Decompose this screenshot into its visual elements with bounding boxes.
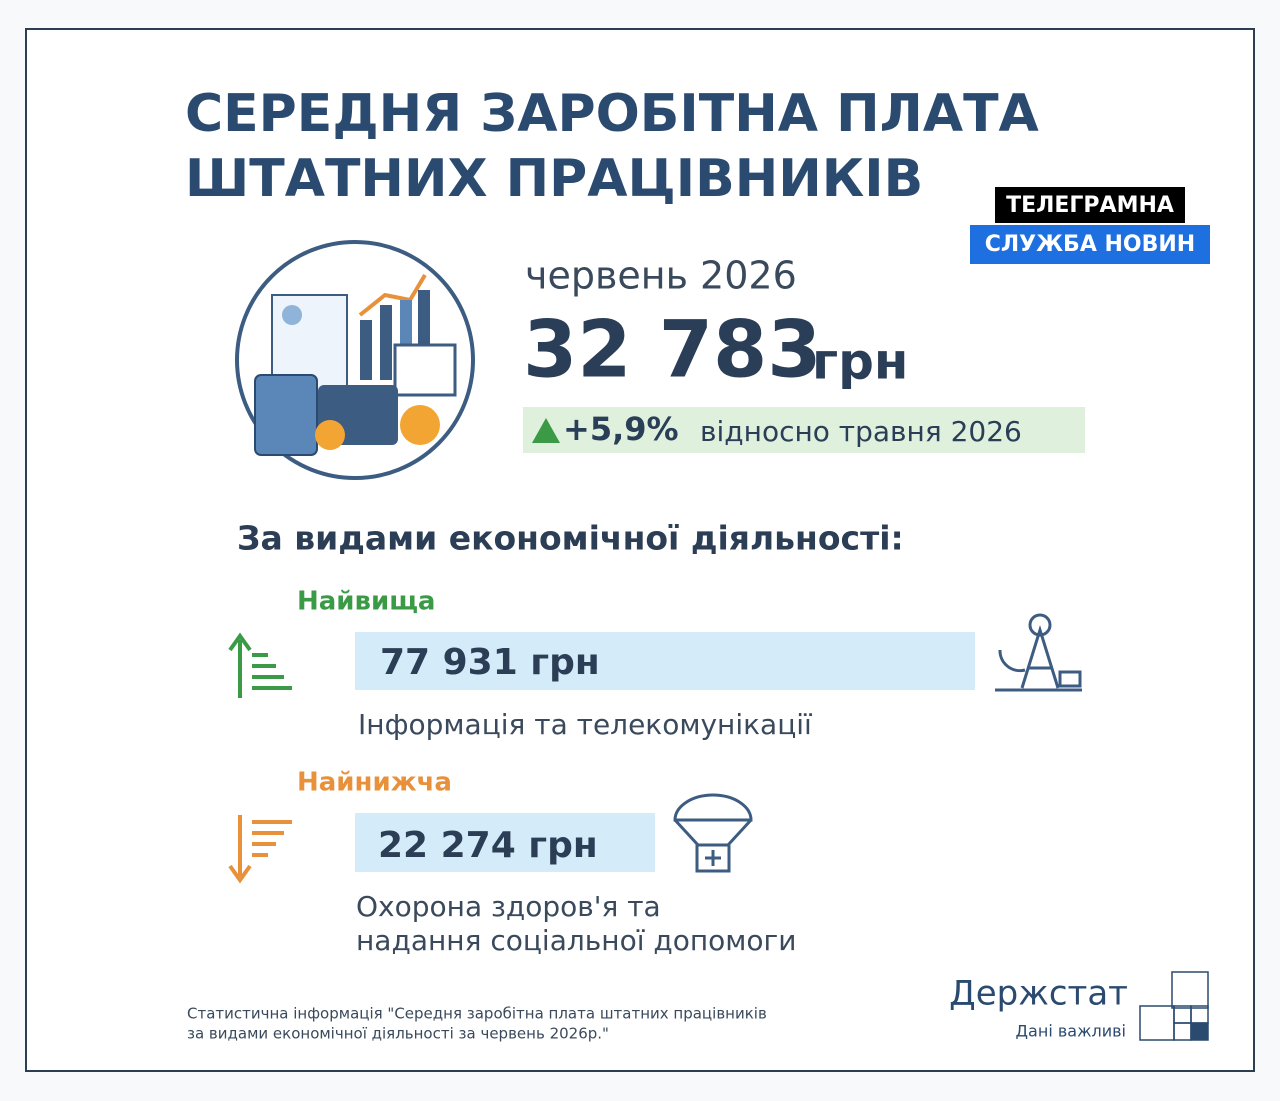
lowest-bar: [355, 813, 655, 872]
average-unit: грн: [812, 333, 908, 391]
aid-icon: [673, 793, 753, 873]
telecom-icon: [995, 613, 1082, 692]
change-box: [523, 407, 1085, 453]
down-icon: [228, 815, 292, 884]
change-value: +5,9%: [563, 410, 679, 448]
badge-text: ТЕЛЕГРАМНА: [1006, 193, 1174, 218]
lowest-activity: надання соціальної допомоги: [356, 924, 796, 957]
highest-bar: [355, 632, 975, 690]
up-icon: [228, 632, 292, 698]
logo-mark: [1139, 971, 1209, 1041]
period: червень 2026: [525, 254, 797, 298]
title-line: СЕРЕДНЯ ЗАРОБІТНА ПЛАТА: [185, 84, 1039, 144]
change-text: відносно травня 2026: [700, 415, 1022, 448]
footnote: за видами економічної діяльності за черв…: [187, 1025, 609, 1043]
lowest-value: 22 274 грн: [378, 825, 598, 866]
footnote: Статистична інформація "Середня заробітн…: [187, 1005, 767, 1023]
section-title: За видами економічної діяльності:: [237, 519, 904, 558]
title-line: ШТАТНИХ ПРАЦІВНИКІВ: [185, 149, 923, 209]
highest-label: Найвища: [297, 587, 435, 617]
highest-value: 77 931 грн: [380, 642, 600, 683]
up-triangle: [532, 418, 560, 443]
logo-slogan: Дані важливі: [1016, 1022, 1126, 1041]
badge-box: [995, 187, 1185, 223]
badge-text: СЛУЖБА НОВИН: [985, 232, 1195, 257]
average-value: 32 783: [523, 305, 822, 395]
badge-box: [970, 225, 1210, 264]
salary-icon: [235, 240, 475, 480]
lowest-label: Найнижча: [297, 768, 452, 798]
highest-activity: Інформація та телекомунікації: [358, 708, 812, 741]
lowest-activity: Охорона здоров'я та: [356, 890, 661, 923]
logo-name: Держстат: [949, 974, 1128, 1014]
